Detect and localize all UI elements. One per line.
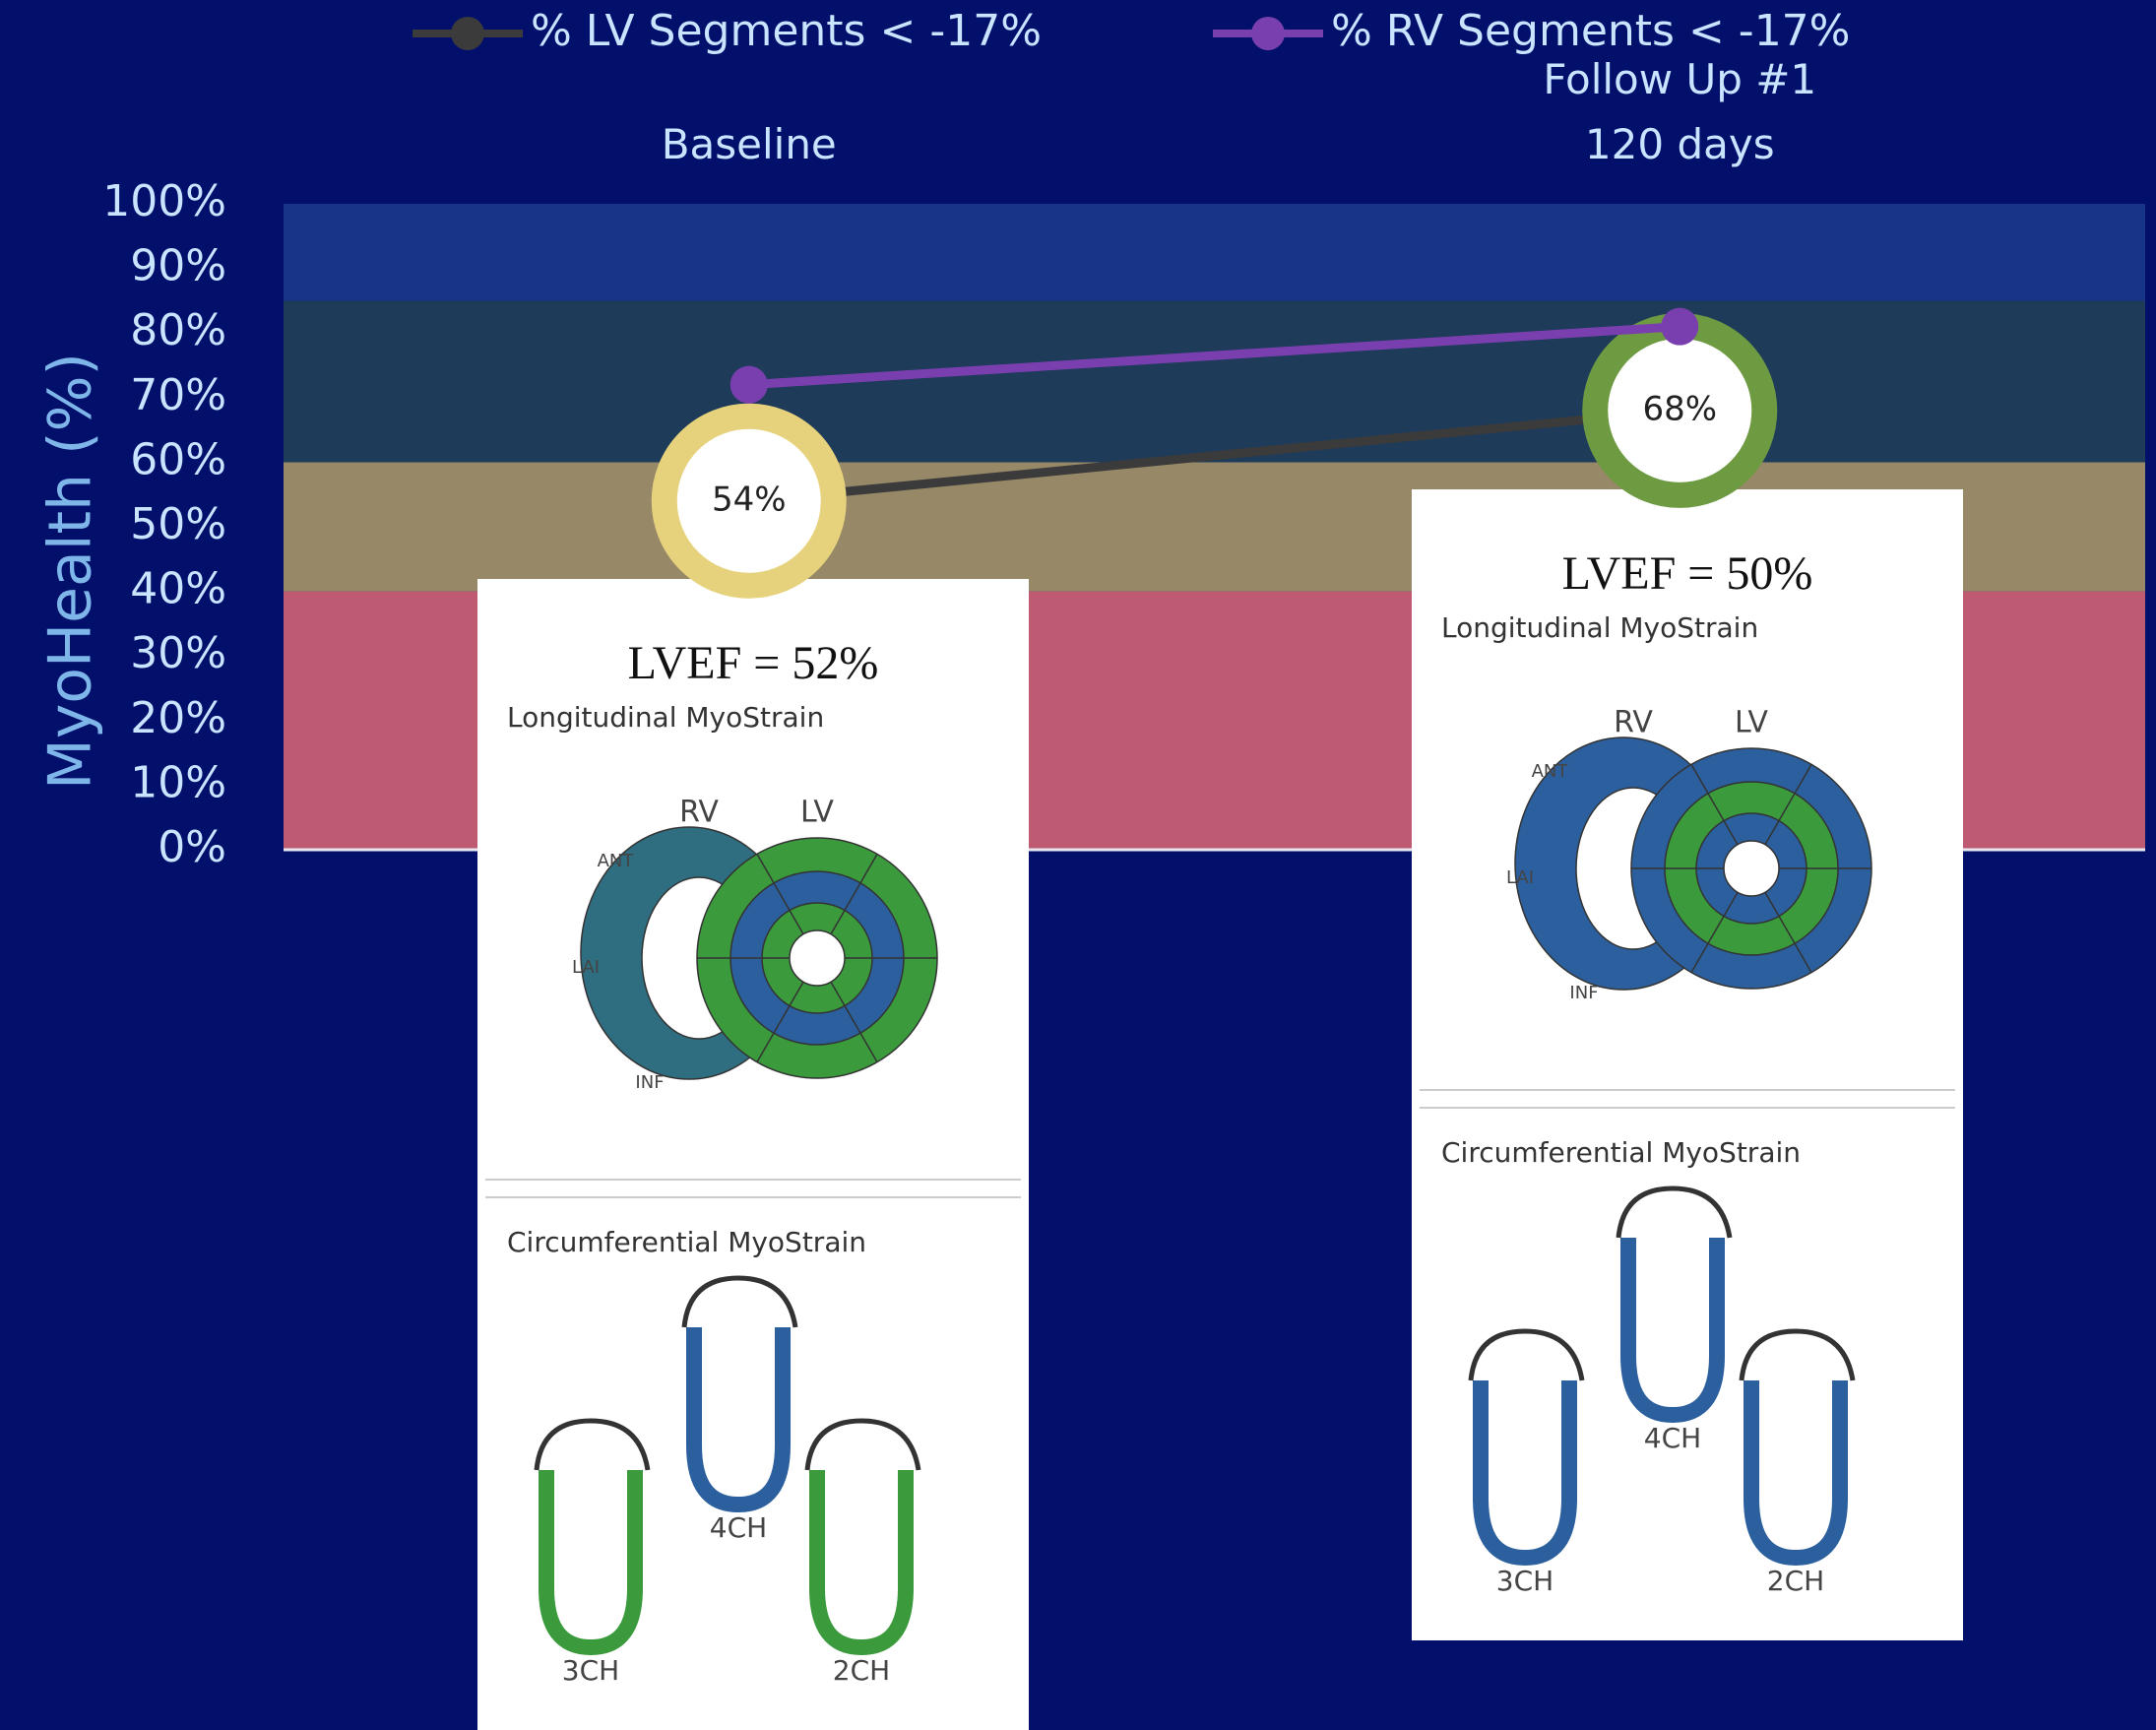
view-label: 4CH: [710, 1511, 767, 1544]
y-tick-label: 0%: [158, 822, 226, 872]
section-title: Circumferential MyoStrain: [1441, 1136, 1801, 1169]
lvef-label: LVEF = 50%: [1562, 547, 1813, 600]
heart-wall: [1744, 1380, 1848, 1567]
y-tick-label: 50%: [130, 499, 226, 549]
view-label: 2CH: [1767, 1565, 1824, 1597]
ring-label: RV: [1614, 706, 1653, 740]
lv-cavity: [1723, 840, 1780, 897]
panel-card: [477, 579, 1029, 1730]
heart-wall: [539, 1470, 643, 1656]
view-label: 2CH: [833, 1654, 890, 1687]
heart-outline: [1616, 1185, 1733, 1239]
legend-label: % LV Segments < -17%: [531, 6, 1042, 56]
ring-label: LAI: [572, 957, 600, 978]
y-tick-label: 100%: [102, 176, 226, 226]
data-label: 54%: [712, 480, 787, 519]
y-tick-label: 60%: [130, 434, 226, 484]
view-label: 4CH: [1644, 1422, 1701, 1454]
heart-outline: [1739, 1328, 1856, 1381]
x-tick-label: Follow Up #1 120 days: [1543, 55, 1817, 168]
segment-line: [1764, 891, 1812, 974]
ring-label: INF: [1569, 983, 1598, 1003]
section-title: Longitudinal MyoStrain: [507, 701, 824, 734]
ring-label: ANT: [1532, 761, 1569, 782]
series-line: [748, 322, 1680, 390]
point-marker: [651, 403, 847, 599]
y-tick-label: 20%: [130, 693, 226, 743]
heart-wall: [1473, 1380, 1577, 1567]
segment-line: [1690, 763, 1739, 846]
heart-wall: [809, 1470, 914, 1656]
heart-wall: [1620, 1238, 1725, 1424]
ring-label: INF: [635, 1072, 664, 1093]
ring-label: LV: [800, 796, 834, 830]
y-tick-label: 10%: [130, 757, 226, 807]
ring-label: LV: [1735, 706, 1768, 740]
panel: LVEF = 50% Longitudinal MyoStrain RV LV ANT L…: [1412, 489, 1963, 1640]
data-label: 68%: [1642, 389, 1717, 428]
section-title: Circumferential MyoStrain: [507, 1226, 866, 1258]
point-marker: [1661, 307, 1699, 346]
segment-line: [756, 981, 804, 1063]
panel: LVEF = 52% Longitudinal MyoStrain RV LV ANT L…: [477, 579, 1029, 1730]
health-band: [284, 204, 2145, 301]
ring-label: ANT: [598, 851, 635, 871]
heart-wall: [686, 1327, 791, 1513]
heart-outline: [681, 1275, 798, 1328]
y-tick-label: 40%: [130, 564, 226, 614]
y-tick-label: 90%: [130, 241, 226, 291]
lv-cavity: [789, 929, 846, 987]
health-band: [284, 300, 2145, 463]
segment-line: [830, 853, 878, 935]
view-label: 3CH: [562, 1654, 619, 1687]
panel-card: [1412, 489, 1963, 1640]
heart-outline: [1468, 1328, 1585, 1381]
ring-label: LAI: [1506, 867, 1534, 888]
y-tick-label: 30%: [130, 628, 226, 678]
lvef-label: LVEF = 52%: [628, 637, 879, 689]
segment-line: [756, 853, 804, 935]
heart-outline: [804, 1418, 921, 1471]
y-tick-label: 70%: [130, 370, 226, 420]
segment-line: [1690, 891, 1739, 974]
point-marker: [729, 365, 768, 404]
series-line: [748, 406, 1680, 506]
y-axis-title: MyoHealth (%): [36, 352, 105, 790]
ring-label: RV: [679, 796, 719, 830]
segment-line: [1764, 763, 1812, 846]
heart-outline: [534, 1418, 651, 1471]
section-title: Longitudinal MyoStrain: [1441, 611, 1758, 644]
y-tick-label: 80%: [130, 305, 226, 355]
legend-marker: [451, 17, 484, 50]
x-tick-label: Baseline: [661, 120, 837, 168]
segment-line: [830, 981, 878, 1063]
view-label: 3CH: [1496, 1565, 1554, 1597]
legend-label: % RV Segments < -17%: [1331, 6, 1850, 56]
legend-marker: [1251, 17, 1285, 50]
